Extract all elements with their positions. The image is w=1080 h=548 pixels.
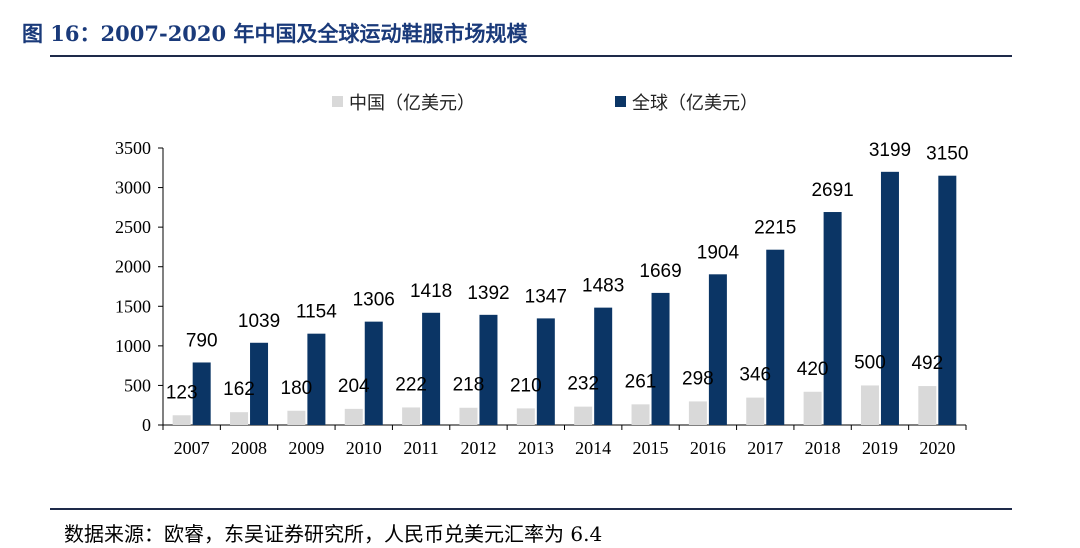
legend-swatch	[615, 96, 626, 107]
bar-china	[172, 415, 191, 425]
x-tick-label: 2013	[518, 438, 554, 458]
bar-china	[459, 407, 478, 425]
chart-bars	[172, 171, 957, 425]
data-label-china: 123	[166, 382, 198, 403]
source-rule	[50, 508, 1012, 510]
x-tick-label: 2011	[403, 438, 438, 458]
bar-global	[479, 314, 498, 425]
x-tick-label: 2018	[805, 438, 841, 458]
bar-global	[823, 212, 842, 425]
bar-china	[344, 408, 363, 425]
bar-china	[230, 412, 249, 425]
data-label-global: 3199	[869, 140, 911, 161]
bar-china	[918, 386, 937, 425]
data-label-global: 1904	[697, 242, 740, 263]
data-label-china: 420	[797, 359, 829, 380]
data-label-china: 492	[911, 353, 943, 374]
data-label-global: 1039	[238, 311, 280, 332]
x-tick-label: 2009	[288, 438, 324, 458]
data-label-global: 1418	[410, 281, 452, 302]
title-rule	[50, 55, 1012, 57]
data-label-global: 2215	[754, 218, 796, 239]
y-tick-label: 0	[142, 415, 151, 435]
x-tick-label: 2014	[575, 438, 611, 458]
bar-china	[574, 406, 593, 425]
x-tick-label: 2010	[346, 438, 382, 458]
data-label-china: 232	[567, 374, 599, 395]
data-label-global: 790	[186, 330, 218, 351]
bar-global	[651, 292, 670, 425]
data-label-china: 346	[739, 365, 771, 386]
data-label-china: 298	[682, 368, 714, 389]
bar-global	[938, 175, 957, 425]
x-tick-label: 2016	[690, 438, 726, 458]
data-label-global: 1306	[353, 290, 395, 311]
bar-global	[364, 321, 383, 425]
bar-global	[766, 249, 785, 425]
bar-global	[192, 362, 211, 425]
data-label-global: 1483	[582, 276, 624, 297]
x-tick-label: 2015	[633, 438, 669, 458]
data-label-global: 2691	[811, 180, 853, 201]
bar-global	[594, 307, 613, 425]
data-label-china: 218	[453, 375, 485, 396]
bar-china	[688, 401, 707, 425]
data-label-china: 162	[223, 379, 255, 400]
bar-global	[307, 333, 326, 425]
bar-china	[287, 410, 306, 425]
x-tick-label: 2019	[862, 438, 898, 458]
y-tick-label: 2000	[115, 257, 151, 277]
x-tick-label: 2012	[460, 438, 496, 458]
data-label-china: 500	[854, 352, 886, 373]
data-label-global: 1154	[296, 302, 337, 323]
bar-china	[631, 404, 650, 425]
legend-swatch	[332, 96, 343, 107]
bar-global	[536, 318, 555, 425]
y-tick-label: 2500	[115, 217, 151, 237]
data-label-global: 1392	[467, 283, 509, 304]
bar-china	[516, 408, 535, 425]
data-label-china: 261	[625, 371, 657, 392]
data-label-china: 210	[510, 375, 542, 396]
legend-label: 全球（亿美元）	[632, 93, 758, 114]
figure-title: 图 16：2007-2020 年中国及全球运动鞋服市场规模	[22, 21, 528, 46]
y-tick-label: 1000	[115, 336, 151, 356]
x-tick-label: 2008	[231, 438, 267, 458]
bar-china	[402, 407, 421, 425]
x-tick-label: 2020	[919, 438, 955, 458]
bar-china	[860, 385, 879, 425]
data-label-global: 1669	[639, 261, 681, 282]
bar-global	[422, 312, 441, 425]
x-tick-label: 2007	[174, 438, 210, 458]
bar-global	[250, 342, 269, 425]
data-label-global: 1347	[525, 286, 567, 307]
data-label-china: 180	[281, 378, 313, 399]
chart-data-labels: 123 790 162 1039 180 1154 204 1306 222 1418 218 139…	[166, 140, 969, 403]
y-tick-label: 500	[124, 375, 151, 395]
bar-global	[708, 274, 727, 425]
chart-legend: 中国（亿美元） 全球（亿美元）	[332, 93, 758, 114]
y-tick-label: 3000	[115, 178, 151, 198]
y-tick-label: 3500	[115, 138, 151, 158]
data-label-china: 204	[338, 376, 370, 397]
y-tick-label: 1500	[115, 296, 151, 316]
legend-label: 中国（亿美元）	[349, 93, 475, 114]
bar-china	[803, 391, 822, 425]
bar-global	[880, 171, 899, 425]
data-label-china: 222	[395, 374, 427, 395]
x-tick-label: 2017	[747, 438, 783, 458]
source-note: 数据来源：欧睿，东吴证券研究所，人民币兑美元汇率为 6.4	[64, 522, 603, 546]
bar-china	[746, 397, 765, 425]
data-label-global: 3150	[926, 144, 968, 165]
